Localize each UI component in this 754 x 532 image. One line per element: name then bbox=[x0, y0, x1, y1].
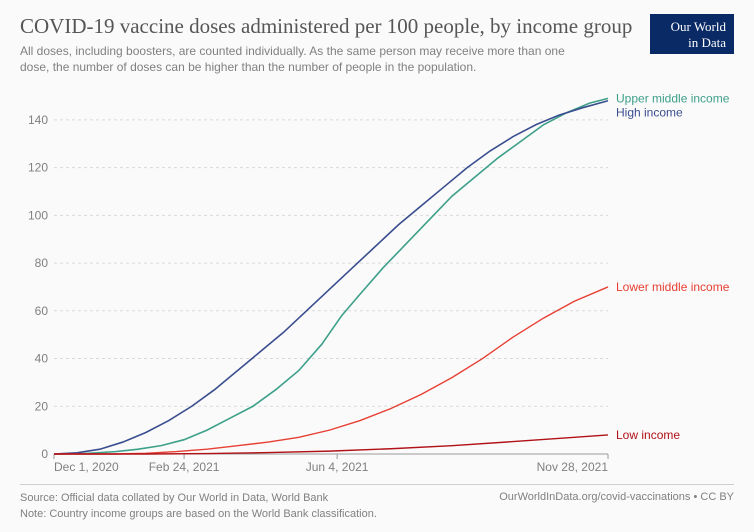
y-tick-label: 100 bbox=[28, 208, 48, 222]
line-chart: 0 20 40 60 80 100 120 140 Dec 1, 2020 Feb 24, 202… bbox=[20, 90, 734, 476]
chart-header: COVID-19 vaccine doses administered per … bbox=[0, 0, 754, 81]
footer-attribution: OurWorldInData.org/covid-vaccinations • … bbox=[499, 491, 734, 522]
series-line bbox=[54, 435, 608, 454]
series-label: Low income bbox=[616, 428, 680, 442]
chart-area: 0 20 40 60 80 100 120 140 Dec 1, 2020 Feb 24, 202… bbox=[20, 90, 734, 476]
series-line bbox=[54, 287, 608, 454]
series-line bbox=[54, 98, 608, 454]
y-tick-label: 80 bbox=[35, 256, 49, 270]
logo-line1: Our World bbox=[658, 19, 726, 35]
chart-subtitle: All doses, including boosters, are count… bbox=[20, 43, 580, 75]
x-tick-label: Feb 24, 2021 bbox=[149, 460, 220, 474]
chart-footer: Source: Official data collated by Our Wo… bbox=[20, 484, 734, 522]
owid-logo: Our World in Data bbox=[650, 14, 734, 54]
y-tick-label: 120 bbox=[28, 161, 48, 175]
y-tick-label: 20 bbox=[35, 399, 49, 413]
y-tick-label: 40 bbox=[35, 352, 49, 366]
series-label: Lower middle income bbox=[616, 280, 730, 294]
logo-line2: in Data bbox=[658, 35, 726, 51]
footer-note: Note: Country income groups are based on… bbox=[20, 507, 377, 522]
series-line bbox=[54, 101, 608, 454]
series-label: High income bbox=[616, 105, 683, 119]
y-tick-label: 140 bbox=[28, 113, 48, 127]
x-tick-label: Dec 1, 2020 bbox=[54, 460, 119, 474]
y-tick-label: 60 bbox=[35, 304, 49, 318]
y-tick-label: 0 bbox=[41, 447, 48, 461]
footer-source: Source: Official data collated by Our Wo… bbox=[20, 491, 377, 506]
series-label: Upper middle income bbox=[616, 91, 730, 105]
chart-title: COVID-19 vaccine doses administered per … bbox=[20, 14, 734, 39]
x-tick-label: Jun 4, 2021 bbox=[306, 460, 369, 474]
x-tick-label: Nov 28, 2021 bbox=[537, 460, 609, 474]
